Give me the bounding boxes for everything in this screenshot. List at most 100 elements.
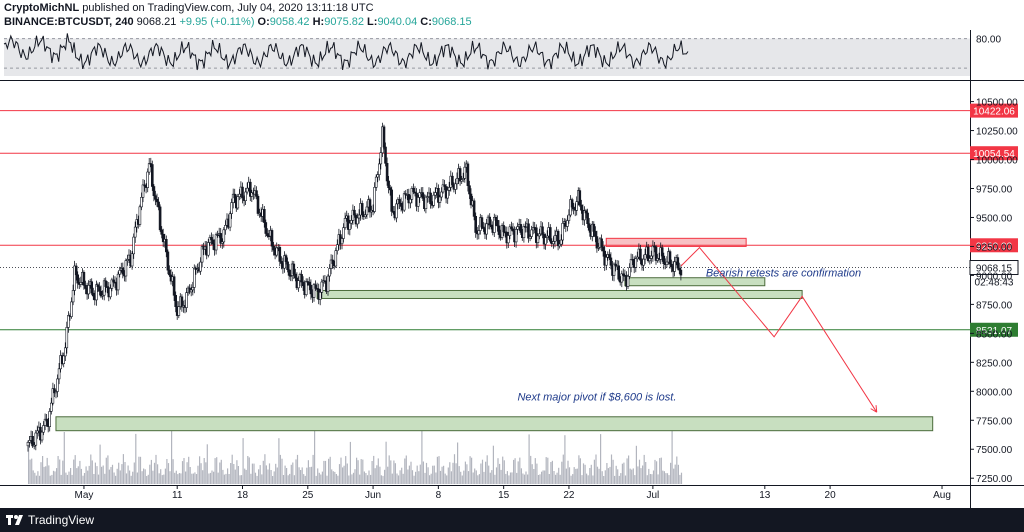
rsi-line (3, 33, 689, 71)
volume-bar (40, 462, 42, 484)
volume-bar (404, 458, 406, 484)
volume-bar (555, 474, 557, 484)
chart-header: CryptoMichNL published on TradingView.co… (0, 0, 1024, 30)
volume-bar (253, 463, 255, 484)
volume-bar (37, 471, 39, 484)
candle-body (432, 194, 436, 206)
volume-bar (175, 470, 177, 484)
candle-body (275, 247, 279, 256)
candle-body (451, 175, 454, 186)
volume-bar (91, 460, 93, 484)
volume-bar (74, 455, 76, 484)
volume-bar (461, 475, 463, 484)
candle-body (230, 202, 233, 214)
volume-bar (320, 474, 322, 484)
candle-body (376, 174, 380, 178)
volume-bar (290, 464, 292, 484)
volume-bar (346, 463, 348, 484)
tradingview-brand[interactable]: TradingView (28, 513, 95, 527)
volume-bar (379, 466, 381, 484)
volume-bar (167, 463, 170, 484)
volume-bar (272, 476, 274, 484)
volume-bar (578, 455, 580, 484)
candle-body (665, 261, 669, 266)
candle-body (587, 223, 591, 231)
candle-body (309, 284, 313, 295)
volume-bar (254, 472, 257, 484)
volume-bar (587, 475, 589, 484)
candle-body (28, 440, 31, 443)
y-tick-label: 9000.00 (976, 271, 1013, 282)
candle-body (40, 431, 44, 441)
volume-bar (125, 473, 128, 484)
candle-body (161, 234, 165, 243)
volume-bar (161, 475, 163, 484)
volume-bar (402, 473, 404, 484)
volume-bar (149, 464, 151, 484)
annotation-text: Bearish retests are confirmation (706, 268, 861, 280)
volume-bar (76, 468, 78, 484)
candle-body (528, 236, 532, 239)
volume-bar (245, 469, 247, 484)
volume-bar (192, 473, 194, 484)
volume-bar (133, 462, 135, 484)
volume-bar (584, 464, 586, 484)
author-name[interactable]: CryptoMichNL (4, 2, 80, 14)
candle-body (377, 163, 381, 175)
volume-bar (612, 459, 614, 484)
price-change: +9.95 (+0.11%) (179, 16, 255, 28)
candle-body (395, 203, 398, 219)
volume-bar (646, 475, 648, 484)
price-axis[interactable]: 10500.00 10250.00 10000.00 9750.00 9500.00 92… (970, 98, 1018, 486)
x-tick-label: 18 (237, 490, 249, 501)
volume-bar (623, 462, 625, 484)
volume-bar (275, 463, 277, 484)
candle-body (238, 193, 241, 197)
tradingview-logo-icon[interactable] (6, 513, 24, 527)
candle-body (485, 223, 488, 235)
volume-bar (34, 472, 36, 484)
candle-body (510, 226, 513, 230)
volume-bar (292, 462, 294, 484)
volume-bar (478, 474, 480, 484)
candle-body (402, 193, 406, 211)
volume-bar (45, 466, 47, 484)
volume-bar (174, 472, 176, 484)
volume-bar (205, 462, 207, 484)
candle-body (191, 287, 195, 291)
volume-bar (435, 472, 437, 484)
candle-body (65, 327, 69, 349)
volume-bar (90, 454, 92, 484)
candle-body (536, 235, 540, 243)
volume-bar (279, 454, 281, 484)
horizontal-levels[interactable]: 10422.06 10054.54 9260.00 8531.07 9068.15 02:… (0, 103, 1019, 337)
time-axis[interactable]: May 11 18 25 Jun 8 15 22 Jul 13 20 Aug (74, 485, 951, 501)
candle-body (497, 225, 501, 235)
volume-bar (354, 469, 356, 484)
volume-bar (505, 473, 507, 484)
volume-bar (268, 463, 271, 484)
volume-bar (108, 469, 110, 484)
volume-bar (219, 462, 221, 484)
candle-body (648, 258, 652, 262)
symbol-label[interactable]: BINANCE:BTCUSDT, 240 (4, 16, 134, 28)
candle-body (157, 201, 160, 208)
volume-bar (514, 458, 516, 484)
candle-body (211, 239, 215, 245)
candle-body (374, 176, 378, 188)
volume-bar (446, 475, 448, 484)
candle-body (233, 193, 236, 199)
volume-bar (202, 470, 204, 484)
x-tick-label: Aug (933, 490, 951, 501)
volume-bar (595, 454, 597, 484)
volume-bar (51, 474, 53, 484)
candle-body (64, 347, 67, 357)
candle-body (552, 241, 555, 245)
volume-bar (231, 454, 233, 484)
candle-body (572, 206, 575, 210)
candle-body (249, 181, 252, 197)
candle-body (578, 190, 582, 206)
volume-bar (489, 472, 491, 484)
candle-body (570, 199, 574, 208)
